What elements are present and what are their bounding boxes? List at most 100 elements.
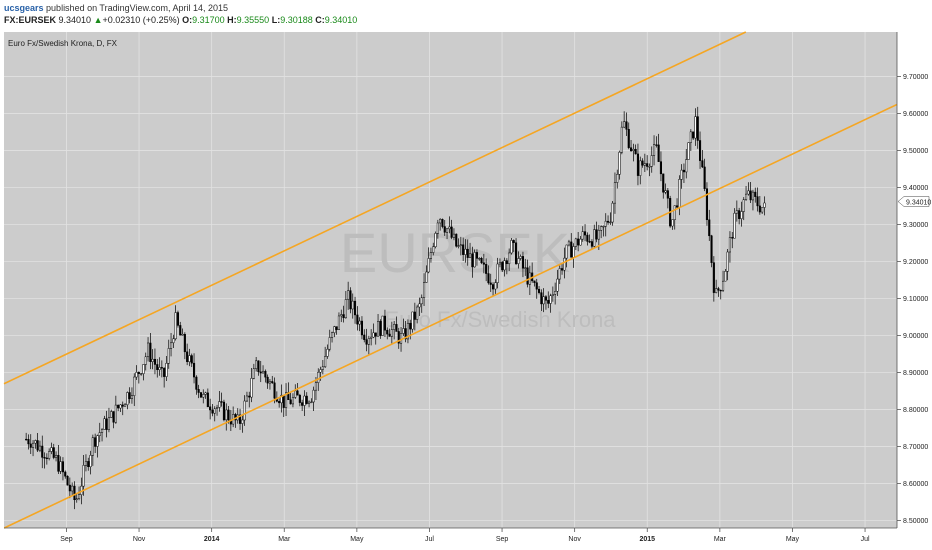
candle-body bbox=[314, 382, 317, 391]
candle-body bbox=[142, 364, 145, 374]
candle-body bbox=[418, 303, 421, 308]
price-axis[interactable]: 9.70000 9.60000 9.50000 9.40000 9.30000 9.200… bbox=[896, 32, 928, 528]
candle-body bbox=[124, 404, 127, 407]
candle-body bbox=[165, 363, 168, 377]
plot-area[interactable] bbox=[4, 32, 897, 528]
lower-channel[interactable] bbox=[3, 103, 898, 529]
candle-body bbox=[570, 241, 573, 258]
candle-body bbox=[342, 314, 345, 319]
candle-body bbox=[206, 392, 209, 408]
candle-body bbox=[634, 148, 637, 155]
candle-body bbox=[680, 169, 683, 180]
candle-body bbox=[547, 300, 550, 304]
price-tick-label: 9.20000 bbox=[903, 259, 928, 266]
candle-body bbox=[436, 222, 439, 234]
candle-body bbox=[478, 257, 481, 260]
candle-body bbox=[61, 461, 65, 473]
candle-body bbox=[611, 202, 614, 223]
candle-body bbox=[305, 395, 308, 404]
candle-body bbox=[455, 233, 458, 247]
candle-body bbox=[354, 300, 357, 316]
candle-body bbox=[494, 282, 497, 290]
candle-body bbox=[193, 362, 196, 378]
candle-body bbox=[464, 248, 467, 255]
candle-body bbox=[87, 461, 90, 468]
candle-body bbox=[312, 389, 315, 403]
time-axis[interactable]: Sep Nov 2014 Mar May Jul Sep Nov 2015 Mar May Jul bbox=[4, 527, 897, 543]
candle-body bbox=[623, 121, 626, 128]
candle-body bbox=[241, 419, 244, 424]
candle-body bbox=[689, 131, 692, 143]
symbol[interactable]: FX:EURSEK bbox=[4, 15, 57, 25]
candle-body bbox=[618, 151, 621, 175]
candle-body bbox=[268, 381, 271, 384]
candle-body bbox=[646, 163, 649, 167]
candle-body bbox=[738, 210, 741, 219]
high-label: H: bbox=[227, 15, 237, 25]
candle-body bbox=[390, 329, 393, 337]
candle-body bbox=[222, 401, 225, 421]
candle-body bbox=[209, 406, 212, 411]
candle-body bbox=[756, 196, 759, 207]
candle-body bbox=[673, 205, 676, 220]
candle-body bbox=[386, 329, 389, 335]
candle-body bbox=[308, 401, 311, 404]
candle-body bbox=[245, 395, 248, 402]
last-price-marker: 9.34010 bbox=[897, 196, 931, 207]
candle-body bbox=[751, 191, 755, 201]
candle-body bbox=[475, 252, 478, 259]
candle-body bbox=[728, 237, 732, 253]
time-tick-label: Sep bbox=[496, 536, 509, 543]
candle-body bbox=[257, 360, 260, 373]
candle-body bbox=[763, 202, 766, 208]
candle-body bbox=[503, 260, 506, 271]
candle-body bbox=[252, 368, 255, 379]
time-tick-label: 2014 bbox=[204, 536, 220, 543]
candle-body bbox=[542, 296, 545, 305]
up-arrow-icon: ▲ bbox=[93, 15, 103, 25]
candle-body bbox=[294, 390, 297, 398]
candle-body bbox=[406, 322, 409, 340]
candle-body bbox=[653, 144, 656, 156]
candle-body bbox=[363, 334, 366, 340]
open-value: 9.31700 bbox=[192, 15, 225, 25]
upper-channel[interactable] bbox=[3, 31, 747, 385]
candle-body bbox=[758, 205, 761, 213]
candle-body bbox=[204, 392, 207, 395]
candle-body bbox=[538, 288, 541, 293]
candle-body bbox=[482, 262, 485, 265]
candle-body bbox=[25, 438, 28, 441]
candle-body bbox=[519, 256, 522, 259]
candle-body bbox=[692, 131, 695, 139]
candle-body bbox=[650, 155, 653, 167]
candle-body bbox=[64, 471, 67, 477]
candle-body bbox=[248, 395, 251, 398]
candle-body bbox=[197, 389, 200, 393]
candle-body bbox=[285, 392, 288, 408]
candle-body bbox=[636, 153, 640, 176]
candle-body bbox=[163, 367, 166, 377]
candle-body bbox=[719, 289, 722, 292]
candle-body bbox=[740, 211, 743, 219]
time-tick-label: Mar bbox=[714, 536, 727, 543]
candle-body bbox=[416, 306, 419, 320]
candle-body bbox=[434, 233, 437, 248]
candle-body bbox=[333, 326, 336, 334]
candle-body bbox=[160, 367, 163, 369]
candle-body bbox=[144, 356, 147, 365]
candle-body bbox=[29, 443, 32, 448]
candle-body bbox=[114, 404, 117, 423]
candle-body bbox=[41, 445, 44, 458]
last-price-tag bbox=[897, 196, 930, 207]
candle-body bbox=[174, 312, 177, 340]
candle-body bbox=[181, 333, 184, 336]
candle-body bbox=[639, 160, 642, 176]
author-link[interactable]: ucsgears bbox=[4, 3, 44, 13]
candle-body bbox=[563, 257, 566, 271]
price-chart[interactable]: EURSEK Euro Fx/Swedish Krona Euro Fx/Swe… bbox=[0, 30, 932, 550]
candle-body bbox=[303, 395, 306, 406]
candle-body bbox=[439, 219, 442, 224]
candle-body bbox=[632, 148, 635, 152]
candle-body bbox=[216, 407, 219, 410]
published-text: published on TradingView.com, April 14, … bbox=[46, 3, 229, 13]
